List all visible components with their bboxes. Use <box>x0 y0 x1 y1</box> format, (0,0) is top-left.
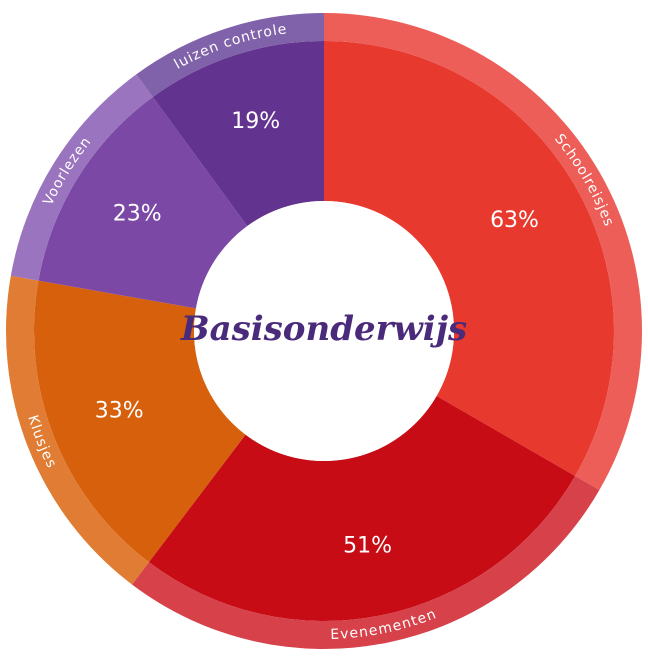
segment <box>152 41 324 227</box>
segment-rim <box>10 74 153 281</box>
donut-hole <box>194 201 454 461</box>
segment <box>148 396 576 621</box>
segment-rim <box>324 13 642 490</box>
value-label: 23% <box>113 202 162 227</box>
value-label: 19% <box>231 109 280 134</box>
value-label: 33% <box>95 398 144 423</box>
value-label: 51% <box>343 534 392 559</box>
segment-rim <box>136 13 324 97</box>
segment <box>324 41 614 476</box>
segment <box>38 96 248 309</box>
center-label: Basisonderwijs <box>180 309 467 349</box>
segment-rim <box>131 476 600 649</box>
segment-rim <box>5 275 149 585</box>
segment <box>33 280 246 563</box>
donut <box>5 13 642 649</box>
value-label: 63% <box>490 208 539 233</box>
